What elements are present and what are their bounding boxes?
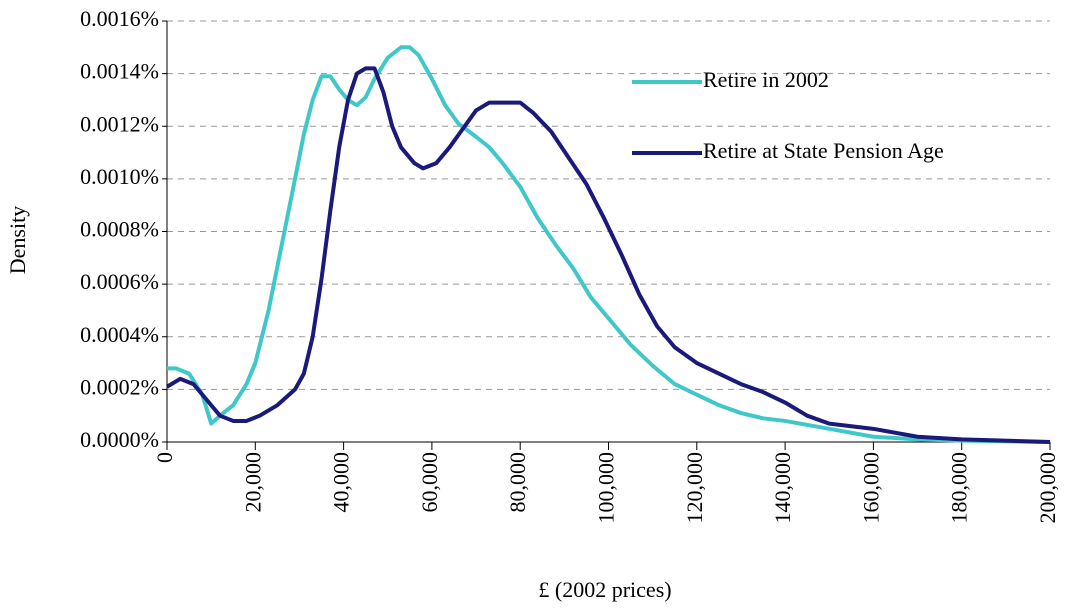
y-tick-label: 0.0006% <box>80 269 159 294</box>
y-tick-label: 0.0004% <box>80 322 159 347</box>
y-tick-label: 0.0012% <box>80 111 159 136</box>
x-tick-label: 200,000 <box>1035 452 1060 524</box>
x-tick-label: 180,000 <box>947 452 972 524</box>
y-tick-label: 0.0014% <box>80 59 159 84</box>
y-tick-label: 0.0008% <box>80 217 159 242</box>
x-tick-label: 120,000 <box>682 452 707 524</box>
y-axis-title: Density <box>5 206 30 274</box>
x-tick-label: 60,000 <box>417 452 442 513</box>
y-tick-label: 0.0000% <box>80 427 159 452</box>
x-axis-title: £ (2002 prices) <box>538 577 671 602</box>
series-line <box>165 66 1051 444</box>
series-line <box>167 45 1051 444</box>
y-tick-label: 0.0010% <box>80 164 159 189</box>
y-tick-label: 0.0002% <box>80 374 159 399</box>
x-tick-label: 80,000 <box>505 452 530 513</box>
x-tick-label: 140,000 <box>770 452 795 524</box>
y-tick-label: 0.0016% <box>80 6 159 31</box>
x-tick-label: 20,000 <box>240 452 265 513</box>
x-tick-label: 40,000 <box>329 452 354 513</box>
legend-label: Retire in 2002 <box>703 67 829 92</box>
x-tick-label: 100,000 <box>594 452 619 524</box>
x-tick-label: 0 <box>152 452 177 463</box>
x-tick-label: 160,000 <box>858 452 883 524</box>
legend-label: Retire at State Pension Age <box>703 138 944 163</box>
